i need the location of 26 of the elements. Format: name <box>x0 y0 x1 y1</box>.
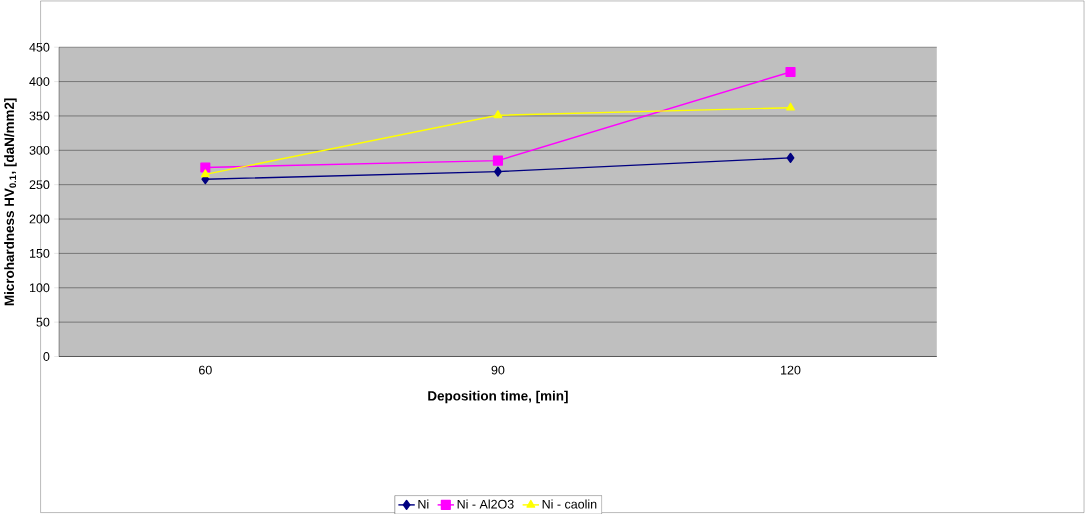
y-tick-label: 400 <box>29 76 50 86</box>
y-tick-label: 0 <box>43 351 50 361</box>
x-axis-title: Deposition time, [min] <box>428 390 568 404</box>
legend-label: Ni - caolin <box>542 499 597 509</box>
y-tick-label: 450 <box>29 42 50 52</box>
point <box>786 102 795 111</box>
y-tick-label: 150 <box>30 248 50 258</box>
point <box>785 66 796 77</box>
x-tick-label: 90 <box>491 365 505 375</box>
x-tick-label: 60 <box>199 365 212 375</box>
point <box>200 162 211 173</box>
point <box>493 110 503 118</box>
y-axis-title: Microhardness HV$_{0.1}$, [daN/mm2] <box>4 98 17 305</box>
y-tick-label: 300 <box>29 145 50 155</box>
x-tick-label: 120 <box>781 365 801 375</box>
y-tick-label: 100 <box>30 283 50 292</box>
y-tick-label: 200 <box>29 214 50 224</box>
point <box>492 155 503 166</box>
y-tick-label: 250 <box>29 180 50 189</box>
point <box>493 166 502 177</box>
y-tick-label: 50 <box>36 317 50 327</box>
legend-label: Ni <box>418 499 429 509</box>
legend-label: Ni - Al2O3 <box>457 499 514 509</box>
y-tick-label: 350 <box>29 111 50 121</box>
point <box>786 152 795 163</box>
point <box>200 169 210 178</box>
